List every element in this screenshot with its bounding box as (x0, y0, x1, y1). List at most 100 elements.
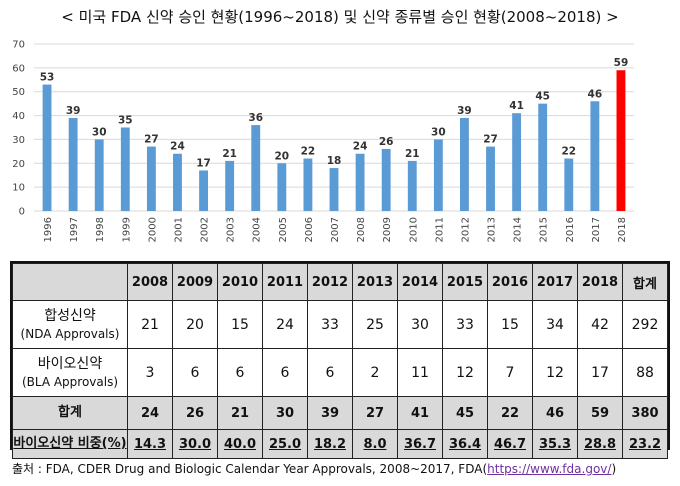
table-cell: 14.3 (127, 429, 173, 459)
data-label-2010: 21 (405, 148, 420, 160)
bar-1997 (68, 117, 78, 211)
row-label: 합성신약 (NDA Approvals) (12, 300, 128, 349)
year-header-2009: 2009 (172, 263, 218, 301)
x-tick-label-2010: 2010 (408, 217, 419, 242)
row-label: 바이오신약 비중(%) (12, 429, 128, 459)
approvals-table-wrapper: 2008 2009 2010 2011 2012 2013 2014 2015 2016 2017… (10, 261, 670, 459)
year-header-2011: 2011 (262, 263, 308, 301)
approvals-by-type-table: 2008 2009 2010 2011 2012 2013 2014 2015 2016 2017… (12, 263, 668, 459)
table-cell: 6 (172, 348, 218, 397)
bar-2010 (407, 160, 417, 211)
table-cell: 26 (172, 396, 218, 430)
table-cell: 6 (217, 348, 263, 397)
x-tick-label-2002: 2002 (200, 217, 211, 242)
x-tick-label-2016: 2016 (565, 217, 576, 242)
row-label: 합계 (12, 396, 128, 430)
y-tick-label: 40 (12, 111, 25, 122)
y-tick-label: 0 (19, 207, 25, 218)
x-tick-label-2017: 2017 (591, 217, 602, 242)
table-cell: 36.4 (442, 429, 488, 459)
table-cell: 30.0 (172, 429, 218, 459)
x-tick-label-2003: 2003 (226, 217, 237, 242)
table-cell: 39 (307, 396, 353, 430)
table-cell: 34 (532, 300, 578, 349)
table-cell: 45 (442, 396, 488, 430)
row-label-main: 합계 (58, 405, 82, 420)
bar-1998 (94, 139, 104, 211)
bar-2001 (173, 153, 182, 211)
y-tick-label: 30 (12, 135, 25, 146)
row-label-sub: (NDA Approvals) (20, 326, 120, 341)
bio-drugs-row: 바이오신약 (BLA Approvals) 3 6 6 6 6 2 11 12 7 12 17 88 (12, 348, 668, 397)
bar-2006 (303, 158, 313, 211)
bar-1999 (120, 127, 130, 211)
bar-2011 (433, 139, 443, 211)
data-label-2014: 41 (509, 100, 524, 112)
table-cell: 25.0 (262, 429, 308, 459)
x-tick-label-2009: 2009 (382, 217, 393, 242)
data-label-2011: 30 (431, 126, 446, 138)
x-tick-label-1996: 1996 (43, 217, 54, 242)
x-tick-label-2007: 2007 (330, 217, 341, 242)
table-cell: 27 (352, 396, 398, 430)
data-label-2013: 27 (483, 134, 498, 146)
data-label-2001: 24 (170, 141, 185, 153)
table-cell: 46.7 (487, 429, 533, 459)
table-header-row: 2008 2009 2010 2011 2012 2013 2014 2015 2016 2017… (12, 263, 668, 301)
x-tick-label-2013: 2013 (487, 217, 498, 242)
table-cell: 25 (352, 300, 398, 349)
bar-2002 (199, 170, 208, 211)
table-corner-cell (12, 263, 128, 301)
year-header-2013: 2013 (352, 263, 398, 301)
data-label-2003: 21 (222, 148, 237, 160)
bar-2012 (460, 117, 469, 211)
table-cell: 24 (127, 396, 173, 430)
y-tick-label: 10 (12, 183, 25, 194)
data-label-2017: 46 (588, 88, 603, 100)
data-label-1998: 30 (92, 126, 107, 138)
table-cell: 12 (442, 348, 488, 397)
year-header-2012: 2012 (307, 263, 353, 301)
table-cell: 3 (127, 348, 173, 397)
total-row: 합계 24 26 21 30 39 27 41 45 22 46 59 380 (12, 396, 668, 430)
table-cell: 42 (577, 300, 623, 349)
x-tick-label-2005: 2005 (278, 217, 289, 242)
x-tick-label-2018: 2018 (617, 217, 628, 242)
table-cell: 17 (577, 348, 623, 397)
table-cell: 21 (217, 396, 263, 430)
table-cell: 6 (262, 348, 308, 397)
table-cell: 6 (307, 348, 353, 397)
year-header-2017: 2017 (532, 263, 578, 301)
row-total-cell: 380 (622, 396, 668, 430)
y-tick-label: 20 (12, 159, 25, 170)
x-tick-label-2000: 2000 (147, 217, 158, 242)
year-header-2018: 2018 (577, 263, 623, 301)
table-cell: 30 (262, 396, 308, 430)
x-tick-label-1999: 1999 (121, 217, 132, 242)
data-label-1999: 35 (118, 115, 133, 127)
table-cell: 12 (532, 348, 578, 397)
row-label-main: 합성신약 (44, 307, 96, 324)
row-label: 바이오신약 (BLA Approvals) (12, 348, 128, 397)
year-header-2014: 2014 (397, 263, 443, 301)
row-label-main: 바이오신약 비중(%) (13, 436, 127, 451)
table-cell: 59 (577, 396, 623, 430)
source-link[interactable]: https://www.fda.gov/ (487, 462, 612, 476)
table-cell: 11 (397, 348, 443, 397)
bar-2018 (616, 70, 626, 211)
data-label-1997: 39 (66, 105, 81, 117)
row-total-cell: 292 (622, 300, 668, 349)
table-cell: 15 (487, 300, 533, 349)
data-label-2004: 36 (248, 112, 263, 124)
synthetic-drugs-row: 합성신약 (NDA Approvals) 21 20 15 24 33 25 30 33 15 34 4… (12, 300, 668, 349)
row-total-cell: 88 (622, 348, 668, 397)
bar-2016 (564, 158, 574, 211)
data-label-1996: 53 (40, 72, 55, 84)
x-tick-label-2004: 2004 (252, 217, 263, 242)
table-cell: 40.0 (217, 429, 263, 459)
year-header-2008: 2008 (127, 263, 173, 301)
approvals-bar-chart: 0 10 20 30 40 50 60 70 53 1996 39 1997 30 1998 35 1999 2… (12, 40, 634, 242)
page-title: < 미국 FDA 신약 승인 현황(1996~2018) 및 신약 종류별 승인… (61, 8, 619, 26)
x-tick-label-1997: 1997 (69, 217, 80, 242)
data-label-2000: 27 (144, 134, 159, 146)
